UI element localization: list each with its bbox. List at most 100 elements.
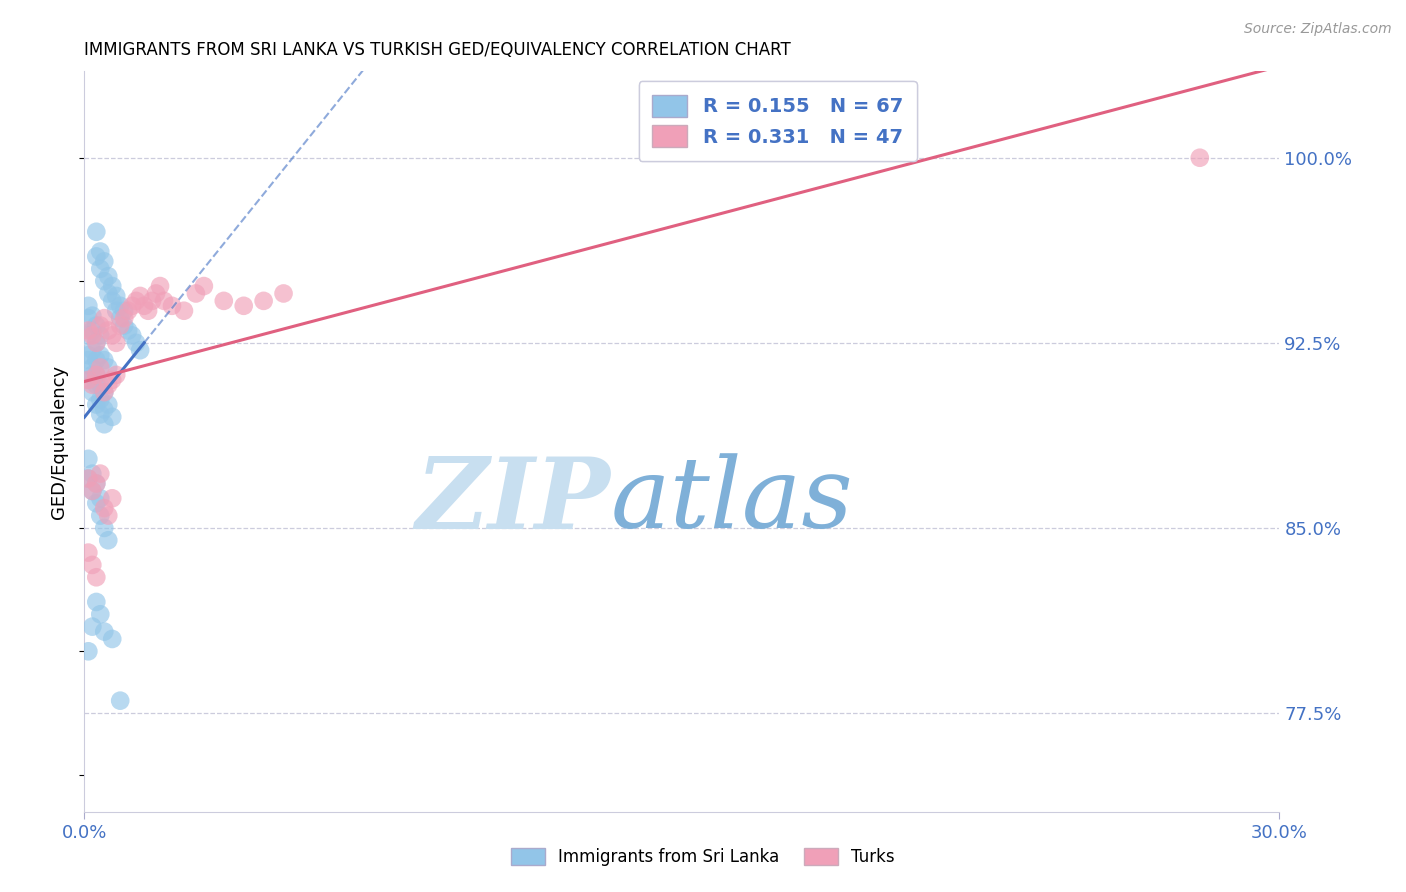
Legend: Immigrants from Sri Lanka, Turks: Immigrants from Sri Lanka, Turks xyxy=(503,840,903,875)
Point xyxy=(86,570,108,584)
Point xyxy=(273,286,295,301)
Point xyxy=(93,624,115,639)
Point xyxy=(97,377,120,392)
Point xyxy=(93,311,115,326)
Point xyxy=(97,508,120,523)
Legend: R = 0.155   N = 67, R = 0.331   N = 47: R = 0.155 N = 67, R = 0.331 N = 47 xyxy=(638,81,917,161)
Point xyxy=(105,368,128,382)
Point xyxy=(89,491,111,506)
Point xyxy=(82,309,104,323)
Point xyxy=(82,343,104,358)
Point xyxy=(101,328,124,343)
Point xyxy=(93,254,115,268)
Point xyxy=(82,377,104,392)
Point xyxy=(97,360,120,375)
Point xyxy=(93,417,115,432)
Point xyxy=(105,289,128,303)
Point xyxy=(86,476,108,491)
Point xyxy=(125,335,148,350)
Point xyxy=(105,335,128,350)
Point xyxy=(97,533,120,548)
Point xyxy=(184,286,207,301)
Point xyxy=(86,249,108,263)
Point xyxy=(101,491,124,506)
Point xyxy=(86,476,108,491)
Point xyxy=(121,328,143,343)
Point xyxy=(82,558,104,572)
Point xyxy=(89,377,111,392)
Point xyxy=(89,467,111,481)
Point xyxy=(86,368,108,382)
Point xyxy=(82,467,104,481)
Point xyxy=(97,286,120,301)
Point xyxy=(125,293,148,308)
Text: atlas: atlas xyxy=(610,453,853,549)
Point xyxy=(105,303,128,318)
Point xyxy=(141,293,163,308)
Point xyxy=(86,335,108,350)
Point xyxy=(101,632,124,646)
Point xyxy=(121,299,143,313)
Point xyxy=(89,244,111,259)
Point xyxy=(82,328,104,343)
Text: Source: ZipAtlas.com: Source: ZipAtlas.com xyxy=(1244,22,1392,37)
Point xyxy=(89,508,111,523)
Point xyxy=(93,501,115,516)
Point xyxy=(89,348,111,362)
Point xyxy=(89,607,111,622)
Point xyxy=(77,323,100,337)
Point xyxy=(129,343,152,358)
Point xyxy=(117,303,139,318)
Point xyxy=(77,311,100,326)
Point xyxy=(129,289,152,303)
Point xyxy=(110,299,132,313)
Text: IMMIGRANTS FROM SRI LANKA VS TURKISH GED/EQUIVALENCY CORRELATION CHART: IMMIGRANTS FROM SRI LANKA VS TURKISH GED… xyxy=(84,41,792,59)
Point xyxy=(77,353,100,368)
Text: ZIP: ZIP xyxy=(415,452,610,549)
Point xyxy=(82,385,104,400)
Point xyxy=(86,496,108,510)
Point xyxy=(193,279,215,293)
Point xyxy=(93,274,115,288)
Point xyxy=(101,409,124,424)
Point xyxy=(77,545,100,559)
Point xyxy=(77,471,100,485)
Point xyxy=(77,348,100,362)
Point xyxy=(97,323,120,337)
Point xyxy=(89,328,111,343)
Point xyxy=(136,303,159,318)
Point xyxy=(149,279,172,293)
Point xyxy=(101,279,124,293)
Point xyxy=(232,299,254,313)
Point xyxy=(110,311,132,326)
Point xyxy=(86,335,108,350)
Point xyxy=(77,451,100,466)
Point xyxy=(132,299,156,313)
Point xyxy=(86,397,108,411)
Point xyxy=(77,328,100,343)
Point xyxy=(112,311,135,326)
Point xyxy=(110,318,132,333)
Point xyxy=(93,353,115,368)
Y-axis label: GED/Equivalency: GED/Equivalency xyxy=(51,365,69,518)
Point xyxy=(82,483,104,498)
Point xyxy=(86,318,108,333)
Point xyxy=(253,293,276,308)
Point xyxy=(112,318,135,333)
Point xyxy=(97,397,120,411)
Point xyxy=(89,392,111,407)
Point xyxy=(93,402,115,417)
Point xyxy=(153,293,176,308)
Point xyxy=(77,299,100,313)
Point xyxy=(86,225,108,239)
Point xyxy=(101,293,124,308)
Point xyxy=(89,318,111,333)
Point xyxy=(77,471,100,485)
Point xyxy=(117,323,139,337)
Point xyxy=(86,595,108,609)
Point xyxy=(82,483,104,498)
Point xyxy=(89,360,111,375)
Point xyxy=(77,644,100,658)
Point xyxy=(77,373,100,387)
Point xyxy=(145,286,167,301)
